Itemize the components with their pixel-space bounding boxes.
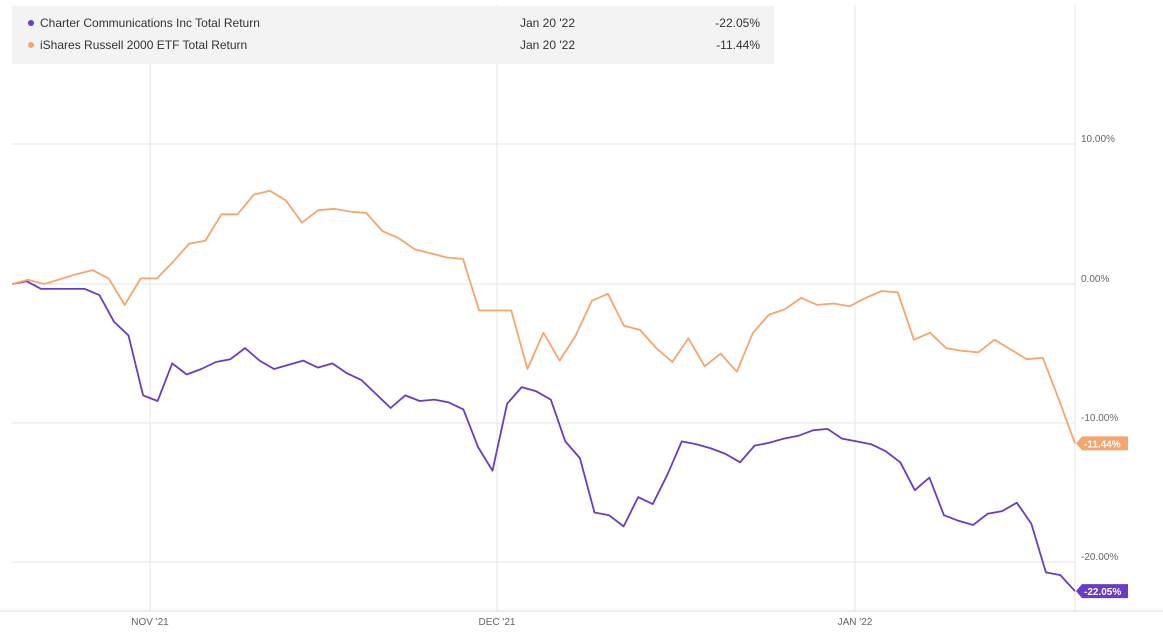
y-tick-label: 10.00% bbox=[1081, 134, 1115, 145]
x-axis-labels: NOV '21 DEC '21 JAN '22 bbox=[131, 617, 873, 628]
legend-series-name: iShares Russell 2000 ETF Total Return bbox=[40, 38, 248, 52]
legend-dot-icon bbox=[28, 20, 34, 26]
legend-series-name: Charter Communications Inc Total Return bbox=[40, 16, 260, 30]
x-tick-label: JAN '22 bbox=[838, 617, 873, 628]
x-tick-label: DEC '21 bbox=[479, 617, 516, 628]
legend-value: -11.44% bbox=[716, 38, 760, 52]
y-tick-label: -10.00% bbox=[1081, 413, 1118, 424]
y-tick-label: -20.00% bbox=[1081, 552, 1118, 563]
end-label-layer: -22.05% -11.44% bbox=[1076, 436, 1128, 599]
legend-row-iwm: iShares Russell 2000 ETF Total Return Ja… bbox=[12, 34, 774, 56]
legend-date: Jan 20 '22 bbox=[520, 38, 576, 52]
legend-dot-icon bbox=[28, 42, 34, 48]
legend: Charter Communications Inc Total Return … bbox=[12, 6, 774, 64]
series-end-label-1: -11.44% bbox=[1076, 436, 1128, 451]
grid bbox=[0, 5, 1163, 612]
series-end-label-0: -22.05% bbox=[1076, 584, 1128, 599]
x-tick-label: NOV '21 bbox=[131, 617, 169, 628]
series-line-1 bbox=[11, 189, 1076, 444]
series-layer bbox=[11, 189, 1076, 592]
legend-row-charter: Charter Communications Inc Total Return … bbox=[12, 12, 774, 34]
legend-date: Jan 20 '22 bbox=[520, 16, 576, 30]
legend-value: -22.05% bbox=[715, 16, 760, 30]
y-axis-labels: 10.00% 0.00% -10.00% -20.00% bbox=[1081, 134, 1118, 563]
y-tick-label: 0.00% bbox=[1081, 274, 1109, 285]
series-line-0 bbox=[11, 280, 1076, 592]
series-end-label-text: -22.05% bbox=[1084, 587, 1121, 598]
series-end-label-text: -11.44% bbox=[1084, 439, 1121, 450]
